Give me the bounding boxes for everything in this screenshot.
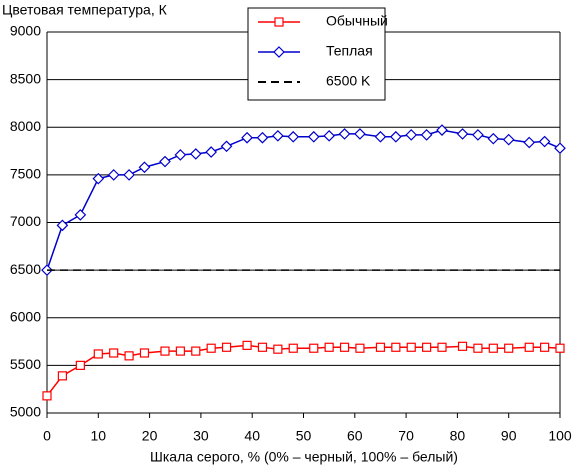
y-tick-label: 6000 [10, 308, 41, 324]
point [422, 342, 432, 352]
x-tick-label: 20 [142, 428, 158, 444]
point [220, 140, 233, 153]
legend-marker [274, 17, 284, 27]
point [307, 130, 320, 143]
point [241, 131, 253, 144]
point [175, 346, 185, 356]
point [524, 342, 534, 352]
point [139, 348, 150, 358]
point [473, 343, 483, 353]
point [436, 124, 448, 136]
x-axis-label: Шкала серого, % (0% – черный, 100% – бел… [150, 449, 458, 465]
point [554, 142, 566, 155]
point [159, 155, 171, 168]
legend-label: 6500 K [326, 73, 371, 89]
series-line [46, 344, 561, 397]
point [488, 343, 498, 353]
point [257, 342, 268, 352]
point [472, 129, 484, 141]
y-tick-label: 6500 [10, 261, 41, 277]
x-tick-label: 0 [43, 428, 51, 444]
x-tick-label: 40 [244, 428, 260, 444]
point [437, 342, 447, 352]
point [389, 130, 402, 143]
point [256, 131, 269, 144]
point [391, 342, 401, 352]
point [324, 342, 334, 352]
point [406, 342, 416, 352]
x-tick-label: 80 [450, 428, 466, 444]
x-tick-label: 60 [347, 428, 363, 444]
point [242, 340, 252, 350]
point [487, 132, 500, 145]
point [205, 146, 218, 158]
y-tick-label: 8000 [10, 118, 41, 134]
x-tick-label: 10 [91, 428, 107, 444]
point [375, 342, 386, 352]
point [273, 344, 283, 354]
y-tick-label: 5500 [10, 356, 41, 372]
legend-box [247, 7, 386, 101]
point [160, 346, 170, 356]
chart-title: Цветовая температура, К [2, 2, 168, 18]
x-tick-label: 90 [501, 428, 517, 444]
point [405, 129, 418, 141]
point [221, 342, 232, 352]
point [420, 129, 433, 141]
point [288, 343, 298, 353]
point [540, 342, 550, 352]
point [124, 351, 134, 361]
point [206, 343, 216, 353]
point [287, 130, 300, 143]
y-tick-label: 7500 [10, 166, 41, 182]
point [107, 169, 120, 181]
legend-marker [273, 46, 285, 58]
point [189, 148, 202, 160]
x-tick-label: 100 [548, 428, 572, 444]
point [109, 348, 119, 358]
y-tick-label: 8500 [10, 70, 41, 86]
point [56, 219, 69, 232]
point [523, 136, 536, 149]
point [555, 343, 565, 353]
point [74, 209, 87, 221]
point [538, 135, 551, 148]
point [174, 149, 187, 161]
point [75, 360, 85, 370]
legend-label: Теплая [326, 43, 373, 59]
point [504, 343, 514, 353]
point [309, 343, 319, 353]
x-tick-label: 70 [398, 428, 414, 444]
point [355, 343, 365, 353]
legend-label: Обычный [326, 13, 388, 29]
point [57, 371, 67, 381]
series-line [46, 129, 561, 271]
point [502, 133, 515, 146]
y-tick-label: 5000 [10, 404, 41, 420]
point [338, 128, 351, 140]
x-tick-label: 50 [296, 428, 312, 444]
point [323, 129, 335, 142]
x-tick-label: 30 [193, 428, 209, 444]
point [138, 161, 151, 174]
point [191, 346, 201, 356]
point [92, 172, 105, 185]
y-tick-label: 9000 [10, 23, 41, 39]
y-tick-label: 7000 [10, 213, 41, 229]
point [374, 130, 387, 143]
point [123, 169, 135, 181]
point [457, 341, 468, 351]
point [339, 342, 350, 352]
point [272, 129, 284, 142]
point [354, 128, 366, 140]
point [456, 128, 469, 140]
point [42, 391, 52, 401]
point [93, 349, 103, 359]
